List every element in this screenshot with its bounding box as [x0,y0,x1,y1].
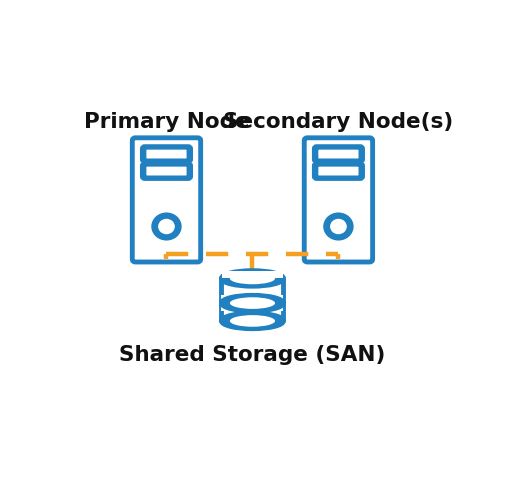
FancyBboxPatch shape [318,150,359,158]
FancyBboxPatch shape [314,147,363,161]
FancyBboxPatch shape [147,150,187,158]
Polygon shape [221,295,283,311]
Ellipse shape [221,313,283,329]
Ellipse shape [230,315,275,327]
FancyBboxPatch shape [147,167,187,176]
Ellipse shape [230,297,275,309]
Circle shape [158,219,175,234]
Text: Shared Storage (SAN): Shared Storage (SAN) [119,345,385,365]
Circle shape [330,219,347,234]
FancyBboxPatch shape [132,138,201,262]
Polygon shape [221,278,283,321]
FancyBboxPatch shape [142,164,190,179]
Ellipse shape [221,295,283,311]
Text: Primary Node: Primary Node [84,111,249,132]
FancyBboxPatch shape [314,164,363,179]
FancyBboxPatch shape [142,147,190,161]
Polygon shape [222,271,283,278]
Ellipse shape [221,271,283,286]
Circle shape [151,213,182,240]
Text: Secondary Node(s): Secondary Node(s) [223,111,454,132]
Ellipse shape [230,273,275,284]
FancyBboxPatch shape [318,167,359,176]
FancyBboxPatch shape [304,138,373,262]
Circle shape [323,213,353,240]
